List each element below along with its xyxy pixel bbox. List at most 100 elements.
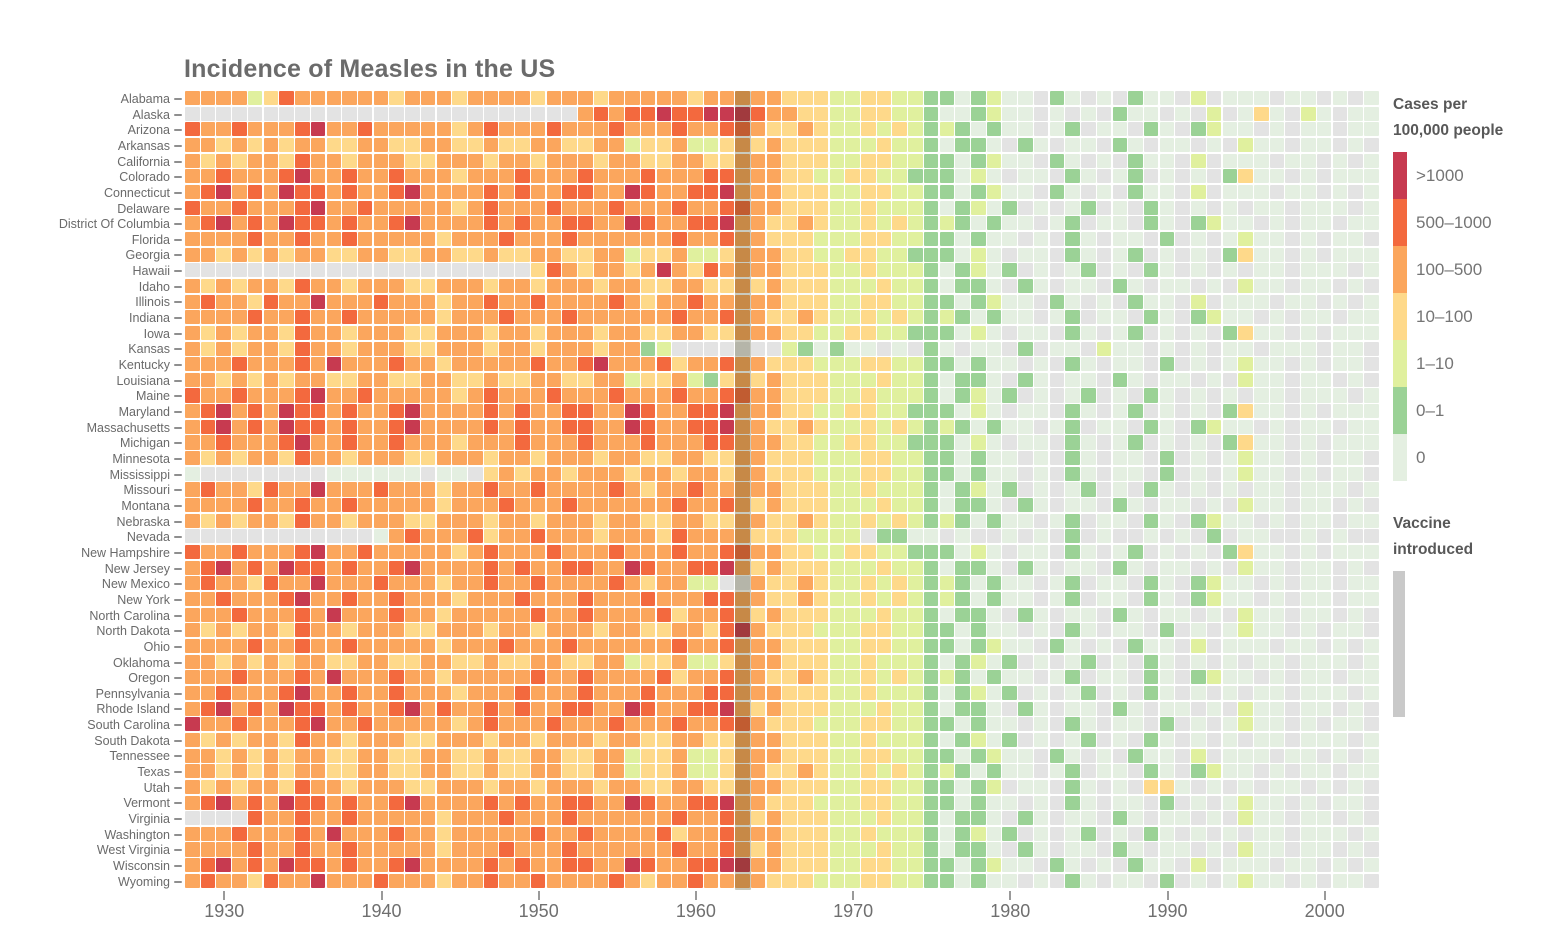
heatmap-cell [813, 498, 829, 513]
heatmap-cell [232, 122, 247, 137]
heatmap-cell [1065, 106, 1080, 121]
legend-chip--1000 [1393, 152, 1407, 199]
heatmap-cell [798, 357, 813, 372]
heatmap-cell [1112, 216, 1127, 231]
heatmap-cell [279, 764, 294, 779]
heatmap-cell [876, 435, 892, 450]
heatmap-cell [640, 216, 656, 231]
heatmap-cell [546, 529, 562, 544]
heatmap-cell [845, 811, 860, 826]
heatmap-cell [1364, 858, 1379, 873]
heatmap-cell [876, 372, 892, 387]
heatmap-cell [405, 263, 420, 278]
heatmap-cell [1018, 341, 1033, 356]
heatmap-cell [1018, 419, 1033, 434]
heatmap-cell [782, 685, 797, 701]
heatmap-cell [1206, 670, 1222, 685]
heatmap-cell [829, 325, 844, 340]
heatmap-cell [766, 701, 782, 716]
heatmap-cell [750, 498, 766, 513]
heatmap-cell [719, 607, 734, 622]
heatmap-cell [1269, 357, 1285, 372]
heatmap-cell [798, 263, 813, 278]
heatmap-cell [908, 858, 923, 873]
heatmap-cell [939, 482, 955, 497]
heatmap-cell [593, 294, 609, 309]
heatmap-cell [1159, 717, 1175, 732]
heatmap-cell [923, 372, 939, 387]
heatmap-cell [892, 811, 907, 826]
heatmap-cell [939, 638, 955, 654]
heatmap-cell [1081, 576, 1096, 591]
heatmap-cell [342, 701, 357, 716]
heatmap-cell [216, 654, 231, 669]
heatmap-cell [342, 623, 357, 638]
heatmap-cell [876, 858, 892, 873]
heatmap-cell [986, 623, 1002, 638]
heatmap-cell [1254, 638, 1269, 654]
heatmap-cell [326, 200, 341, 215]
heatmap-cell [1238, 466, 1253, 481]
heatmap-cell [986, 607, 1002, 622]
heatmap-cell [1175, 513, 1190, 528]
heatmap-cell [672, 545, 687, 560]
heatmap-cell [1206, 435, 1222, 450]
heatmap-cell [609, 717, 624, 732]
heatmap-cell [483, 732, 499, 748]
heatmap-cell [546, 545, 562, 560]
heatmap-cell [1065, 372, 1080, 387]
heatmap-cell [546, 685, 562, 701]
heatmap-cell [405, 91, 420, 106]
heatmap-cell [200, 701, 216, 716]
heatmap-cell [908, 638, 923, 654]
heatmap-cell [1081, 607, 1096, 622]
y-axis-label: New Mexico [101, 576, 170, 591]
heatmap-cell [750, 779, 766, 794]
heatmap-cell [200, 106, 216, 121]
heatmap-cell [829, 278, 844, 294]
heatmap-cell [405, 623, 420, 638]
heatmap-cell [232, 231, 247, 247]
heatmap-cell [1002, 623, 1017, 638]
heatmap-cell [1316, 357, 1332, 372]
heatmap-cell [750, 341, 766, 356]
heatmap-cell [420, 576, 436, 591]
heatmap-cell [703, 388, 719, 403]
heatmap-cell [1254, 560, 1269, 575]
heatmap-cell [1222, 811, 1237, 826]
heatmap-cell [876, 294, 892, 309]
heatmap-cell [955, 357, 970, 372]
heatmap-cell [672, 638, 687, 654]
heatmap-cell [389, 701, 404, 716]
y-axis-label: Idaho [138, 279, 170, 294]
heatmap-cell [342, 294, 357, 309]
heatmap-cell [562, 811, 577, 826]
heatmap-cell [766, 607, 782, 622]
heatmap-cell [955, 654, 970, 669]
heatmap-cell [986, 106, 1002, 121]
heatmap-cell [373, 153, 389, 168]
heatmap-cell [766, 278, 782, 294]
heatmap-cell [200, 169, 216, 184]
heatmap-cell [971, 701, 986, 716]
heatmap-cell [420, 451, 436, 466]
heatmap-cell [263, 795, 279, 810]
heatmap-cell [1222, 247, 1237, 262]
heatmap-cell [1002, 91, 1017, 106]
heatmap-cell [295, 670, 310, 685]
heatmap-cell [876, 873, 892, 888]
heatmap-cell [1206, 560, 1222, 575]
heatmap-cell [625, 498, 640, 513]
heatmap-cell [295, 592, 310, 607]
heatmap-cell [955, 247, 970, 262]
heatmap-cell [1254, 247, 1269, 262]
heatmap-cell [1206, 153, 1222, 168]
heatmap-cell [420, 842, 436, 857]
heatmap-cell [389, 122, 404, 137]
heatmap-cell [1285, 513, 1300, 528]
heatmap-cell [326, 106, 341, 121]
heatmap-cell [578, 153, 593, 168]
heatmap-cell [530, 764, 546, 779]
heatmap-cell [1269, 325, 1285, 340]
heatmap-cell [609, 826, 624, 841]
